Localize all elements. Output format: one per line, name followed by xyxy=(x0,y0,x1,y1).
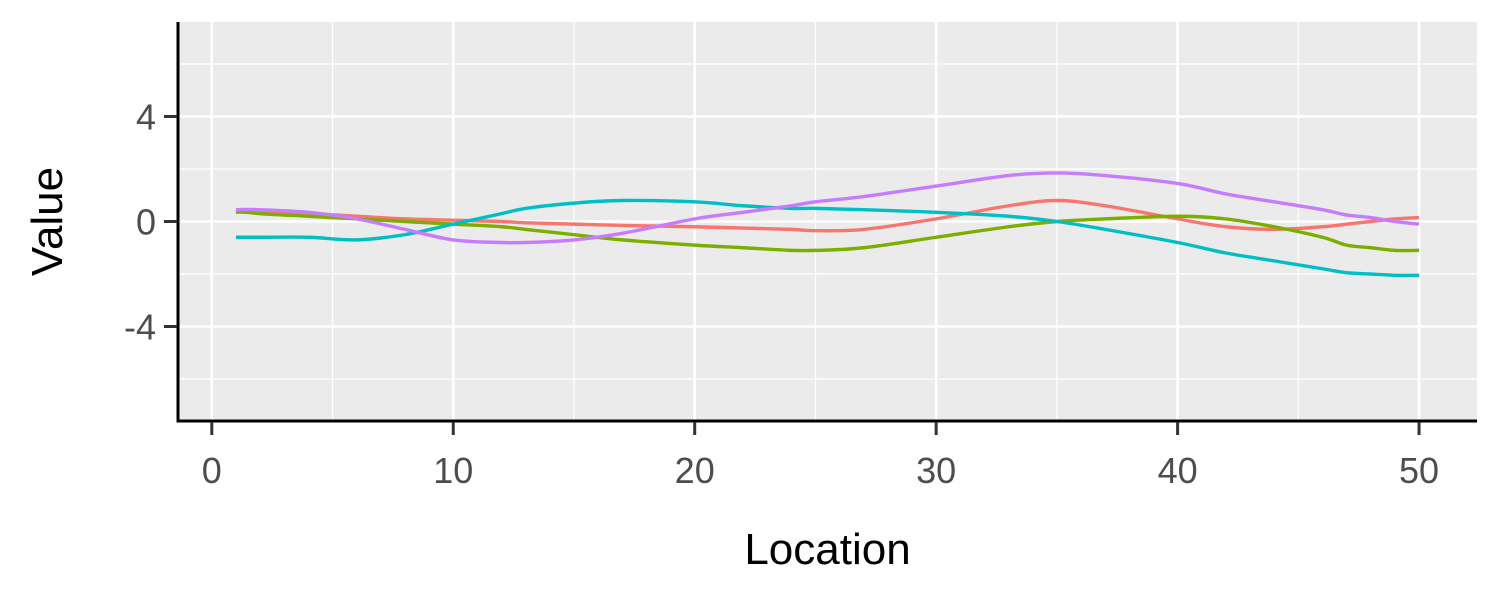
y-tick-label: 0 xyxy=(136,202,156,243)
y-tick-label: 4 xyxy=(136,97,156,138)
axes xyxy=(176,22,1477,423)
series-line-series-2 xyxy=(235,209,1420,253)
x-tick-label: 50 xyxy=(1399,450,1439,491)
y-axis-title: Value xyxy=(23,167,72,276)
series-line-series-4 xyxy=(235,171,1420,245)
series-line-series-1 xyxy=(235,198,1420,233)
x-axis-ticks: 0 10 20 30 40 50 xyxy=(202,422,1439,491)
x-tick-label: 30 xyxy=(916,450,956,491)
x-tick-label: 40 xyxy=(1158,450,1198,491)
x-tick-label: 20 xyxy=(675,450,715,491)
y-tick-label: -4 xyxy=(124,307,156,348)
x-axis-title: Location xyxy=(744,525,910,574)
x-tick-label: 0 xyxy=(202,450,222,491)
series-lines xyxy=(235,171,1420,278)
x-tick-label: 10 xyxy=(433,450,473,491)
series-line-series-3 xyxy=(235,198,1420,278)
y-axis-ticks: -4 0 4 xyxy=(124,97,177,348)
